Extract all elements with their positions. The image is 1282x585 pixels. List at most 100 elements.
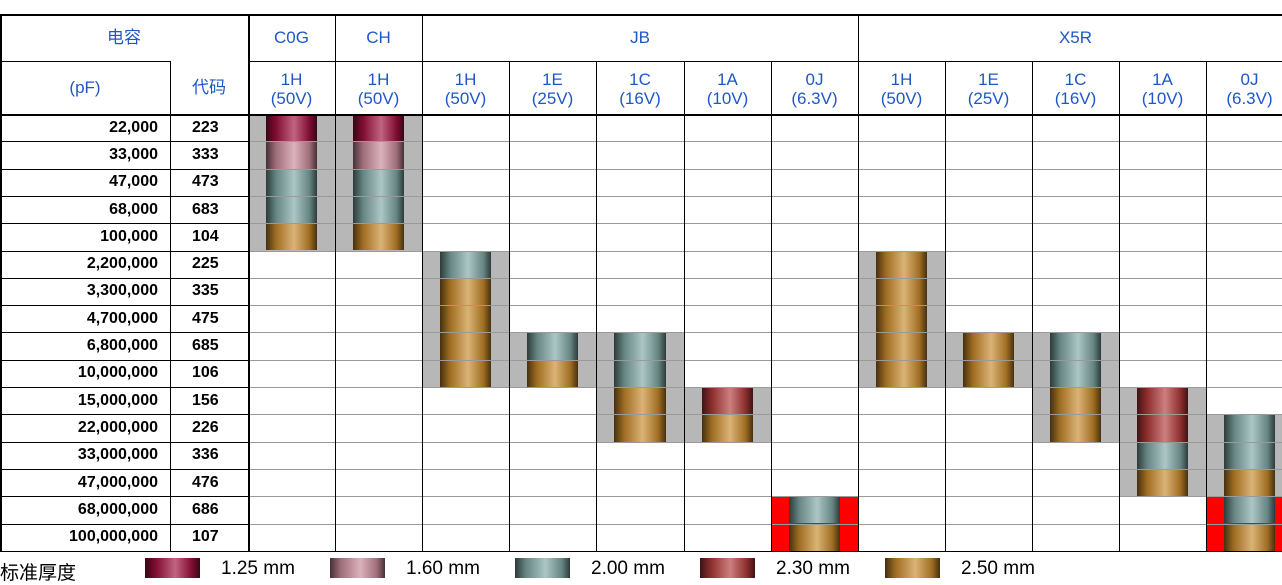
grid-line — [858, 14, 859, 551]
grid-line-light — [1206, 496, 1282, 498]
grid-line-light — [771, 359, 858, 361]
legend-swatch — [145, 558, 200, 578]
grid-line-light — [945, 359, 1032, 361]
voltage-column-2-text: (50V) — [444, 88, 487, 108]
grid-line-light — [1206, 223, 1282, 225]
grid-line — [596, 61, 597, 551]
grid-line-light — [1206, 414, 1282, 416]
grid-line-light — [945, 223, 1032, 225]
grid-line-light — [509, 332, 596, 334]
legend-label: 1.60 mm — [406, 558, 480, 579]
thickness-bar-2-50 — [1224, 468, 1275, 497]
grid-line-light — [858, 523, 945, 525]
grid-line-light — [858, 250, 945, 252]
grid-line — [0, 414, 248, 416]
voltage-column-10-text: 1A — [1152, 69, 1173, 89]
grid-line-light — [684, 468, 771, 470]
row-code: 107 — [192, 528, 219, 546]
row-code: 226 — [192, 418, 219, 436]
grid-line-light — [1206, 441, 1282, 443]
group-c0g-text: C0G — [274, 28, 309, 47]
grid-line-light — [1119, 332, 1206, 334]
grid-line-light — [422, 359, 509, 361]
grid-line-light — [596, 441, 684, 443]
voltage-column-10: 1A (10V) — [1119, 63, 1206, 114]
thickness-bar-2-00 — [1224, 496, 1275, 524]
voltage-column-7: 1H (50V) — [858, 63, 945, 114]
voltage-column-4-text: 1C — [629, 69, 651, 89]
group-ch-text: CH — [366, 28, 391, 47]
grid-line-light — [596, 523, 684, 525]
group-x5r: X5R — [858, 14, 1282, 61]
group-jb-text: JB — [630, 28, 650, 47]
voltage-column-11-text: (6.3V) — [1226, 88, 1273, 108]
grid-line-light — [596, 414, 684, 416]
grid-line-light — [1119, 250, 1206, 252]
grid-line-light — [335, 496, 422, 498]
thickness-bar-1-60 — [353, 141, 404, 169]
row-capacitance: 15,000,000 — [77, 391, 158, 409]
header-code: 代码 — [170, 61, 248, 114]
thickness-bar-2-00 — [527, 332, 578, 360]
row-capacitance: 33,000,000 — [77, 446, 158, 464]
thickness-bar-2-50 — [353, 223, 404, 251]
grid-line-light — [1032, 359, 1119, 361]
row-capacitance: 6,800,000 — [86, 337, 158, 355]
grid-line-light — [596, 496, 684, 498]
grid-line-light — [335, 195, 422, 197]
grid-line — [0, 496, 248, 498]
grid-line — [335, 14, 336, 551]
grid-line — [0, 523, 248, 525]
row-capacitance: 68,000 — [109, 200, 158, 218]
grid-line-light — [1032, 332, 1119, 334]
grid-line-light — [684, 277, 771, 279]
grid-line-light — [248, 195, 335, 197]
voltage-column-6: 0J (6.3V) — [771, 63, 858, 114]
voltage-column-1-text: (50V) — [357, 88, 400, 108]
grid-line-light — [509, 523, 596, 525]
grid-line-light — [335, 359, 422, 361]
grid-line — [0, 114, 1282, 116]
grid-line-light — [771, 195, 858, 197]
grid-line-light — [1119, 523, 1206, 525]
grid-line-light — [422, 168, 509, 170]
grid-line-light — [1119, 359, 1206, 361]
grid-line-light — [335, 414, 422, 416]
grid-line-light — [684, 359, 771, 361]
grid-line — [0, 250, 248, 252]
grid-line-light — [771, 414, 858, 416]
voltage-column-11-text: 0J — [1240, 69, 1259, 89]
grid-line-light — [509, 305, 596, 307]
grid-line-light — [248, 441, 335, 443]
thickness-bar-1-60 — [266, 141, 317, 169]
grid-line-light — [1119, 277, 1206, 279]
grid-line-light — [422, 496, 509, 498]
grid-line-light — [422, 414, 509, 416]
row-code: 683 — [192, 200, 219, 218]
row-code: 223 — [192, 118, 219, 136]
voltage-column-8-text: 1E — [978, 69, 999, 89]
grid-line-light — [771, 496, 858, 498]
row-capacitance: 2,200,000 — [86, 255, 158, 273]
grid-line-light — [248, 141, 335, 143]
grid-line-light — [509, 195, 596, 197]
grid-line — [0, 61, 170, 62]
grid-line-light — [858, 168, 945, 170]
row-code: 473 — [192, 173, 219, 191]
grid-line-light — [1119, 223, 1206, 225]
row-capacitance: 33,000 — [109, 145, 158, 163]
grid-line-light — [1032, 496, 1119, 498]
voltage-column-1-text: 1H — [367, 69, 390, 89]
grid-line — [1032, 61, 1033, 551]
voltage-column-0-text: 1H — [280, 69, 303, 89]
grid-line-light — [1206, 195, 1282, 197]
row-capacitance: 3,300,000 — [86, 282, 158, 300]
grid-line-light — [335, 387, 422, 388]
voltage-column-2-text: 1H — [454, 69, 477, 89]
voltage-column-4: 1C (16V) — [596, 63, 684, 114]
grid-line-light — [1032, 277, 1119, 279]
grid-line-light — [945, 168, 1032, 170]
grid-line-light — [1119, 195, 1206, 197]
grid-line-light — [509, 496, 596, 498]
grid-line-light — [858, 277, 945, 279]
